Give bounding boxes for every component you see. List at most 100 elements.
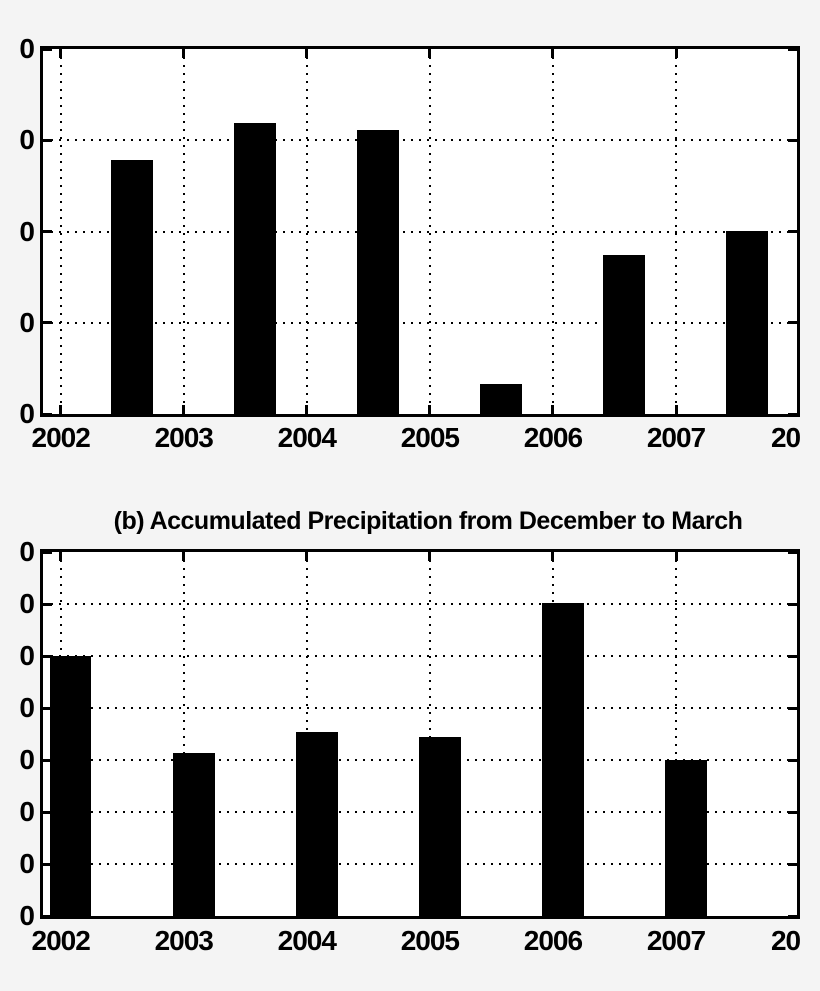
y-tick-label: 0 [19, 848, 35, 879]
x-tick-top [428, 49, 432, 58]
y-tick-label: 0 [19, 900, 35, 931]
gridline-horizontal [43, 707, 797, 709]
x-tick-label-2007: 2007 [646, 422, 706, 453]
gridline-horizontal [43, 230, 797, 233]
y-tick-right [788, 914, 797, 916]
x-tick-top [182, 552, 186, 561]
chart-a-plot-area [40, 46, 800, 417]
x-tick-top [305, 49, 309, 58]
x-tick-label-2005: 2005 [400, 422, 460, 453]
y-tick-label: 0 [19, 306, 35, 338]
y-tick-right [788, 321, 797, 325]
x-tick-label-2002: 2002 [31, 925, 91, 956]
x-tick-label-2002: 2002 [31, 422, 91, 453]
bar-2006 [603, 255, 646, 414]
bar-2007 [726, 230, 769, 414]
y-tick-left [43, 654, 52, 658]
gridline-vertical-2007 [675, 552, 677, 916]
y-tick-label: 0 [19, 536, 35, 567]
x-tick-bottom [428, 405, 432, 414]
x-tick-bottom [305, 907, 309, 916]
y-tick-label: 0 [19, 744, 35, 775]
y-tick-left [43, 412, 52, 414]
x-tick-label-2004: 2004 [277, 422, 337, 453]
y-tick-left [43, 138, 52, 142]
y-tick-right [788, 810, 797, 814]
y-tick-left [43, 758, 52, 762]
y-tick-right [788, 654, 797, 658]
y-tick-right [788, 602, 797, 606]
x-tick-bottom [182, 405, 186, 414]
bar-2002 [49, 656, 92, 916]
x-tick-bottom [551, 405, 555, 414]
gridline-horizontal [43, 603, 797, 605]
x-tick-label-2007: 2007 [646, 925, 706, 956]
chart-b-title: (b) Accumulated Precipitation from Decem… [113, 507, 743, 535]
y-tick-right [788, 230, 797, 233]
y-tick-right [788, 862, 797, 866]
x-tick-label-2003: 2003 [154, 925, 214, 956]
x-tick-label-2004: 2004 [277, 925, 337, 956]
bar-2005 [418, 737, 461, 916]
y-tick-label: 0 [19, 588, 35, 619]
y-tick-left [43, 914, 52, 916]
x-tick-label-2006: 2006 [523, 422, 583, 453]
bar-2005 [480, 383, 523, 414]
gridline-vertical-2005 [428, 552, 431, 916]
x-tick-bottom [674, 907, 678, 916]
x-tick-bottom [59, 907, 63, 916]
gridline-horizontal [43, 655, 797, 657]
x-tick-bottom [428, 907, 432, 916]
y-tick-left [43, 552, 52, 554]
bar-2004 [295, 732, 338, 916]
y-tick-left [43, 602, 52, 606]
x-tick-top [674, 552, 678, 561]
bar-2002 [111, 160, 153, 414]
x-tick-bottom [551, 907, 555, 916]
x-tick-top [59, 552, 63, 561]
x-tick-bottom [182, 907, 186, 916]
y-tick-label: 0 [19, 33, 35, 64]
y-tick-right [788, 138, 797, 142]
gridline-horizontal [43, 321, 797, 324]
y-tick-right [788, 706, 797, 710]
y-tick-left [43, 49, 52, 51]
x-tick-top [182, 49, 186, 58]
x-tick-bottom [305, 405, 309, 414]
x-tick-label-20: 20 [770, 422, 801, 453]
bar-2007 [664, 760, 707, 916]
y-tick-right [788, 412, 797, 414]
x-tick-bottom [674, 405, 678, 414]
gridline-vertical-2003 [182, 552, 185, 916]
bar-2003 [234, 122, 277, 414]
y-tick-label: 0 [19, 124, 35, 156]
y-tick-label: 0 [19, 215, 35, 247]
x-tick-label-2003: 2003 [154, 422, 214, 453]
y-tick-left [43, 810, 52, 814]
y-tick-left [43, 862, 52, 866]
bar-2003 [172, 753, 215, 916]
x-tick-top [551, 552, 555, 561]
y-tick-right [788, 758, 797, 762]
y-tick-label: 0 [19, 692, 35, 723]
bar-2006 [541, 603, 584, 916]
x-tick-top [674, 49, 678, 58]
y-tick-left [43, 230, 52, 233]
y-tick-right [788, 49, 797, 51]
bar-2004 [357, 130, 400, 414]
y-tick-left [43, 321, 52, 325]
x-tick-label-20: 20 [770, 925, 801, 956]
x-tick-top [428, 552, 432, 561]
y-tick-label: 0 [19, 796, 35, 827]
y-tick-label: 0 [19, 398, 35, 429]
x-tick-label-2005: 2005 [400, 925, 460, 956]
gridline-horizontal [43, 139, 797, 142]
x-tick-bottom [59, 405, 63, 414]
y-tick-left [43, 706, 52, 710]
chart-b-plot-area [40, 549, 800, 919]
x-tick-label-2006: 2006 [523, 925, 583, 956]
y-tick-right [788, 552, 797, 554]
